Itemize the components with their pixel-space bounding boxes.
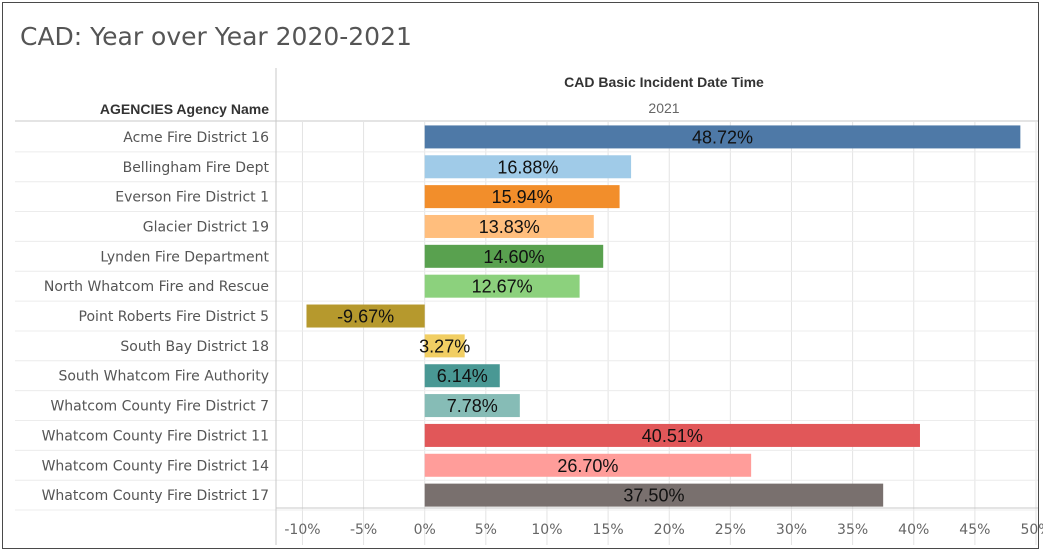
data-label: 16.88% xyxy=(497,157,558,177)
chart-title: CAD: Year over Year 2020-2021 xyxy=(20,22,412,51)
column-header: CAD Basic Incident Date Time xyxy=(564,74,764,90)
data-label: 7.78% xyxy=(447,396,498,416)
category-label: South Bay District 18 xyxy=(120,339,269,355)
bar[interactable] xyxy=(424,274,580,298)
data-label: 26.70% xyxy=(557,456,618,476)
x-axis-ticks: -10% -5% 0% 5% 10% 15% 20% 25% 30% 35% 40% 45% 50% xyxy=(284,522,1043,538)
bar[interactable] xyxy=(306,304,425,328)
data-label: 14.60% xyxy=(483,247,544,267)
category-label: Whatcom County Fire District 7 xyxy=(50,399,269,415)
category-label: South Whatcom Fire Authority xyxy=(58,369,269,385)
bar[interactable] xyxy=(424,185,620,209)
x-tick-label: 20% xyxy=(654,522,685,538)
x-tick-label: 40% xyxy=(898,522,929,538)
x-tick-label: 15% xyxy=(593,522,624,538)
bar[interactable] xyxy=(424,394,520,418)
category-label: Bellingham Fire Dept xyxy=(123,160,270,176)
data-label: 13.83% xyxy=(479,217,540,237)
data-labels: 48.72% 16.88% 15.94% 13.83% 14.60% 12.67% -9.6… xyxy=(337,127,753,505)
x-tick-label: 30% xyxy=(776,522,807,538)
data-label: 48.72% xyxy=(692,127,753,147)
column-subheader: 2021 xyxy=(648,100,679,116)
bar[interactable] xyxy=(424,244,604,268)
bar[interactable] xyxy=(424,214,594,238)
bar[interactable] xyxy=(424,125,1021,149)
category-label: Acme Fire District 16 xyxy=(123,130,269,146)
bars xyxy=(306,125,1021,507)
data-label: 12.67% xyxy=(472,277,533,297)
data-label: -9.67% xyxy=(337,307,394,327)
category-label: Whatcom County Fire District 17 xyxy=(42,488,269,504)
bar[interactable] xyxy=(424,334,465,358)
category-label: Lynden Fire Department xyxy=(100,249,269,265)
category-labels: Acme Fire District 16 Bellingham Fire Dep… xyxy=(42,130,270,504)
x-tick-label: 45% xyxy=(959,522,990,538)
category-label: Whatcom County Fire District 11 xyxy=(42,428,269,444)
data-label: 37.50% xyxy=(623,486,684,506)
category-label: Whatcom County Fire District 14 xyxy=(42,458,270,474)
x-tick-label: 25% xyxy=(715,522,746,538)
category-label: North Whatcom Fire and Rescue xyxy=(44,279,269,295)
x-tick-label: -5% xyxy=(350,522,377,538)
data-label: 15.94% xyxy=(492,187,553,207)
bar[interactable] xyxy=(424,423,920,447)
category-label: Point Roberts Fire District 5 xyxy=(79,309,269,325)
x-tick-label: 35% xyxy=(837,522,868,538)
category-label: Everson Fire District 1 xyxy=(115,190,269,206)
x-tick-label: -10% xyxy=(284,522,320,538)
bar[interactable] xyxy=(424,453,752,477)
x-tick-label: 0% xyxy=(414,522,436,538)
data-label: 40.51% xyxy=(642,426,703,446)
row-header: AGENCIES Agency Name xyxy=(100,101,269,117)
data-label: 6.14% xyxy=(437,366,488,386)
data-label: 3.27% xyxy=(419,336,470,356)
x-tick-label: 5% xyxy=(475,522,497,538)
x-tick-label: 50% xyxy=(1020,522,1043,538)
category-label: Glacier District 19 xyxy=(143,219,269,235)
x-tick-label: 10% xyxy=(531,522,562,538)
bar[interactable] xyxy=(424,483,884,507)
bar[interactable] xyxy=(424,155,632,179)
bar[interactable] xyxy=(424,364,500,388)
